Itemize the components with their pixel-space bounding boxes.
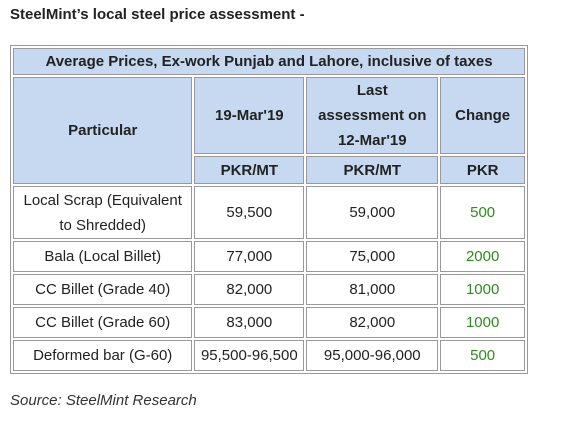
data-row: Local Scrap (Equivalent to Shredded) 59,5… [13,186,525,239]
row-label: CC Billet (Grade 60) [13,307,193,338]
unit-row: PKR/MT PKR/MT PKR [13,156,525,184]
column-header: Last assessment on 12-Mar'19 [306,77,439,154]
unit-header: PKR/MT [194,156,305,184]
price-cell: 95,000-96,000 [306,340,439,371]
source-note: Source: SteelMint Research [10,392,197,409]
data-row: Deformed bar (G-60) 95,500-96,500 95,000-9… [13,340,525,371]
price-cell: 95,500-96,500 [194,340,305,371]
change-cell: 1000 [440,274,525,305]
column-header-text: Last assessment on 12-Mar'19 [318,82,427,149]
caption-row: Average Prices, Ex-work Punjab and Lahor… [13,48,525,75]
row-label: Deformed bar (G-60) [13,340,193,371]
row-label: Local Scrap (Equivalent to Shredded) [13,186,193,239]
price-table: Average Prices, Ex-work Punjab and Lahor… [10,45,528,374]
column-header: 19-Mar'19 [194,77,305,154]
change-cell: 500 [440,340,525,371]
price-cell: 82,000 [194,274,305,305]
column-header: Particular [13,77,193,184]
price-cell: 59,500 [194,186,305,239]
table-caption: Average Prices, Ex-work Punjab and Lahor… [13,48,525,75]
price-cell: 83,000 [194,307,305,338]
unit-header: PKR [440,156,525,184]
price-cell: 59,000 [306,186,439,239]
data-row: CC Billet (Grade 40) 82,000 81,000 1000 [13,274,525,305]
price-cell: 81,000 [306,274,439,305]
page-title: SteelMint’s local steel price assessment… [10,6,305,23]
row-label: CC Billet (Grade 40) [13,274,193,305]
table-body: Average Prices, Ex-work Punjab and Lahor… [13,48,525,371]
change-cell: 500 [440,186,525,239]
change-cell: 2000 [440,241,525,272]
header-row: Particular 19-Mar'19 Last assessment on … [13,77,525,184]
column-header: Change [440,77,525,154]
price-cell: 77,000 [194,241,305,272]
unit-header: PKR/MT [306,156,439,184]
price-cell: 75,000 [306,241,439,272]
row-label: Bala (Local Billet) [13,241,193,272]
data-row: CC Billet (Grade 60) 83,000 82,000 1000 [13,307,525,338]
price-cell: 82,000 [306,307,439,338]
data-row: Bala (Local Billet) 77,000 75,000 2000 [13,241,525,272]
change-cell: 1000 [440,307,525,338]
